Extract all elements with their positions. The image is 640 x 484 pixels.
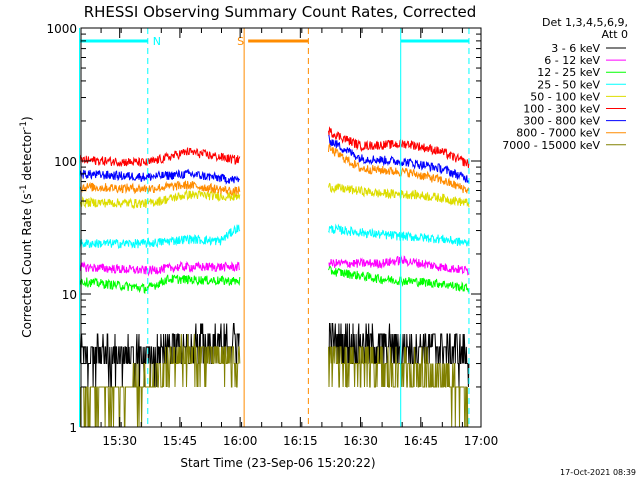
series-line [79,189,241,210]
data-layer [79,126,470,428]
y-axis-label-part: detector [20,130,34,185]
legend-entry-label: 50 - 100 keV [530,90,600,103]
y-tick-label: 1000 [46,22,77,36]
plot-frame [80,27,482,428]
y-axis-label-superscript: -1 [19,184,29,193]
y-axis-label-part: Corrected Count Rate (s [20,193,34,337]
legend-entry-label: 12 - 25 keV [537,66,600,79]
legend-entry-label: 100 - 300 keV [523,103,600,116]
y-tick-label: 1 [69,421,77,435]
x-tick-label: 16:00 [223,434,258,448]
x-tick-label: 15:30 [102,434,137,448]
series-line [79,147,241,168]
legend-header-attenuator: Att 0 [602,28,628,41]
x-tick-label: 16:30 [343,434,378,448]
series-line [328,346,469,428]
series-line [328,134,470,184]
flag-label: N [153,35,161,48]
x-axis-label: Start Time (23-Sep-06 15:20:22) [180,456,375,470]
legend-entry-label: 800 - 7000 keV [516,127,600,140]
series-line [328,182,470,208]
tick-layer: 15:30 15:45 16:00 16:15 16:30 16:45 17:00 1 10 10… [46,22,498,448]
legend-header-detectors: Det 1,3,4,5,6,9, [542,16,628,29]
series-line [79,333,241,428]
series-line [79,180,241,197]
legend-entry-label: 7000 - 15000 keV [502,139,600,152]
legend-entry-label: 6 - 12 keV [544,54,600,67]
series-line [328,223,470,247]
series-line [79,260,241,277]
y-axis-label-part: ) [20,116,34,121]
series-line [79,224,241,250]
legend-entry-label: 300 - 800 keV [523,115,600,128]
x-tick-label: 16:45 [403,434,438,448]
legend-entry-label: 3 - 6 keV [551,42,600,55]
series-line [79,168,241,185]
chart-title: RHESSI Observing Summary Count Rates, Co… [84,3,477,21]
y-tick-label: 10 [62,288,77,302]
legend-entry-label: 25 - 50 keV [537,78,600,91]
series-line [79,274,241,295]
series-line [79,323,240,388]
flag-label: S [237,35,244,48]
x-tick-label: 16:15 [283,434,318,448]
series-line [328,142,470,194]
timestamp: 17-Oct-2021 08:39 [560,468,636,477]
series-line [328,265,470,293]
y-axis-label-superscript: -1 [19,121,29,130]
series-line [328,254,470,276]
x-tick-label: 17:00 [464,434,499,448]
y-tick-label: 100 [54,155,77,169]
y-axis-label: Corrected Count Rate (s-1 detector-1) [19,116,34,337]
x-tick-label: 15:45 [163,434,198,448]
series-line [328,126,470,168]
